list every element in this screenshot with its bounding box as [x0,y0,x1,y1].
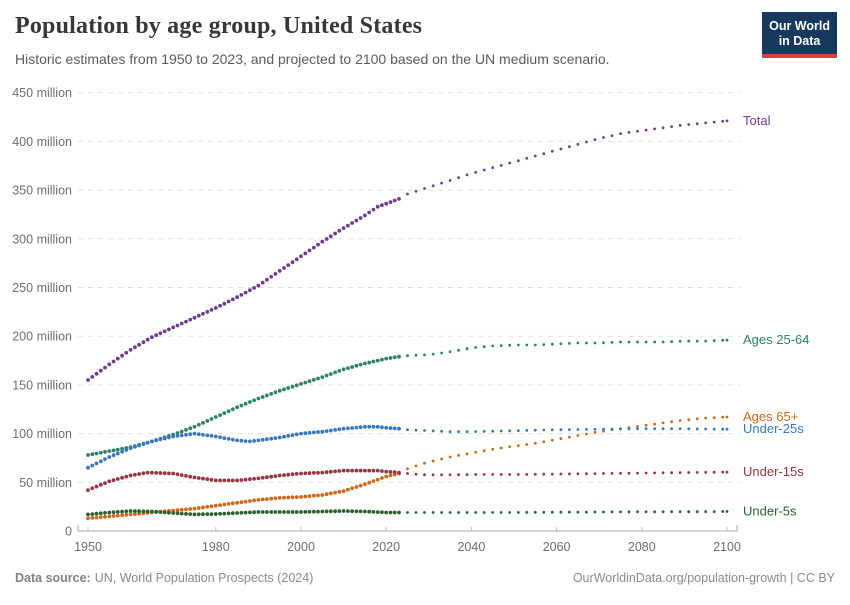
page-title: Population by age group, United States [15,13,423,39]
data-source-note: Data source: UN, World Population Prospec… [15,571,313,585]
y-tick-label-250: 250 million [12,281,72,295]
x-tick-label-2100: 2100 [713,540,741,554]
y-tick-label-200: 200 million [12,330,72,344]
x-tick-label-2060: 2060 [543,540,571,554]
series-line-under-25s [86,424,729,470]
x-tick-label-2080: 2080 [628,540,656,554]
series-line-ages-25-64 [86,338,729,457]
x-tick-label-1980: 1980 [202,540,230,554]
series-line-under-15s [86,468,729,492]
y-tick-label-300: 300 million [12,232,72,246]
series-label-under-15s[interactable]: Under-15s [743,464,804,479]
y-tick-label-100: 100 million [12,427,72,441]
series-label-ages-25-64[interactable]: Ages 25-64 [743,332,810,347]
owid-logo[interactable]: Our World in Data [762,12,837,58]
y-tick-label-400: 400 million [12,135,72,149]
x-tick-label-1950: 1950 [74,540,102,554]
x-tick-label-2020: 2020 [372,540,400,554]
data-source-value: UN, World Population Prospects (2024) [94,571,314,585]
series-label-under-25s[interactable]: Under-25s [743,421,804,436]
y-tick-label-450: 450 million [12,86,72,100]
y-tick-label-150: 150 million [12,378,72,392]
owid-logo-line2: in Data [778,34,821,48]
y-tick-label-50: 50 million [19,476,72,490]
chart-footer: Data source: UN, World Population Prospec… [15,571,835,585]
series-label-under-5s[interactable]: Under-5s [743,504,797,519]
series-line-under-5s [86,509,729,517]
x-tick-label-2000: 2000 [287,540,315,554]
series-line-total [86,119,729,382]
owid-logo-line1: Our World [769,19,830,33]
page-subtitle: Historic estimates from 1950 to 2023, an… [15,51,610,67]
credit-link[interactable]: OurWorldinData.org/population-growth | C… [572,571,835,585]
data-source-label: Data source: [15,571,91,585]
series-label-ages-65[interactable]: Ages 65+ [743,409,798,424]
y-tick-label-0: 0 [65,525,72,539]
x-tick-label-2040: 2040 [457,540,485,554]
series-label-total[interactable]: Total [743,113,771,128]
y-tick-label-350: 350 million [12,184,72,198]
